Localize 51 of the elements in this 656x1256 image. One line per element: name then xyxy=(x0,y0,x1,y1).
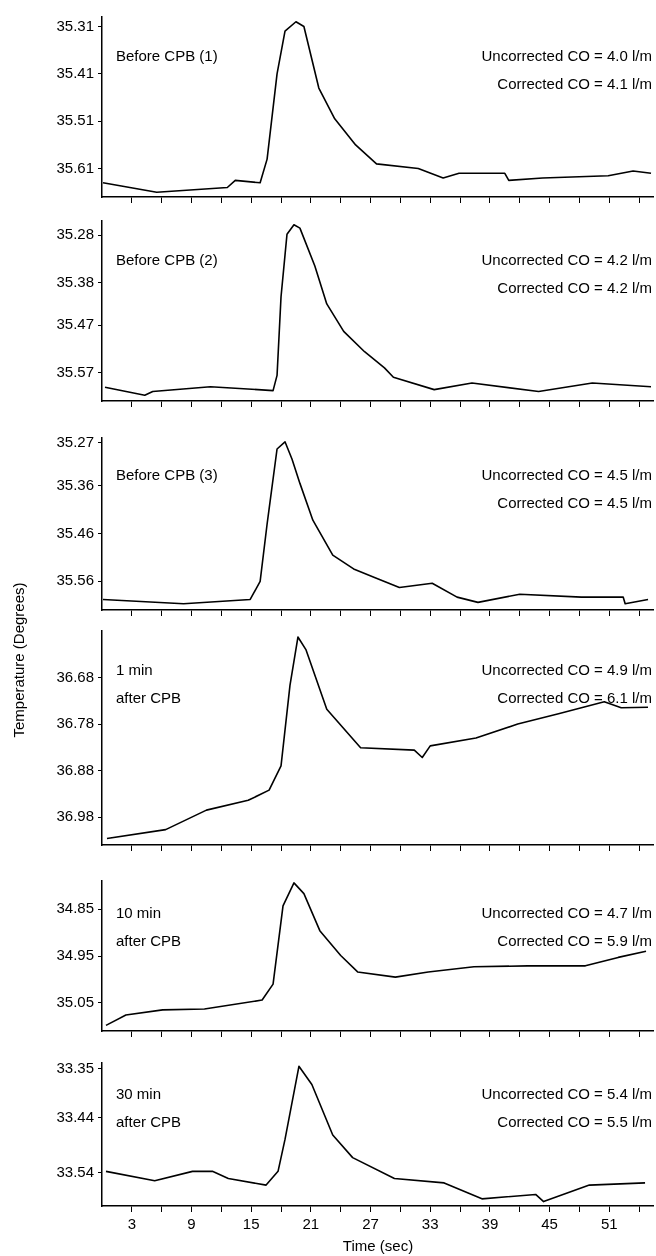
y-tick-label: 35.38 xyxy=(56,272,94,290)
annotation: Uncorrected CO = 5.4 l/m xyxy=(481,1084,652,1102)
x-tick-label: 3 xyxy=(127,1215,137,1233)
annotation: Before CPB (1) xyxy=(116,46,218,64)
x-tick-label: 21 xyxy=(302,1215,320,1233)
y-tick-label: 33.54 xyxy=(56,1163,94,1181)
y-tick-label: 35.57 xyxy=(56,362,94,380)
y-tick-label: 35.27 xyxy=(56,432,94,450)
x-tick-label: 15 xyxy=(242,1215,260,1233)
y-tick-label: 35.05 xyxy=(56,993,94,1011)
x-tick-label: 9 xyxy=(187,1215,196,1233)
y-tick-label: 36.68 xyxy=(56,667,94,685)
annotation: 1 min after CPB xyxy=(116,661,182,707)
annotation: Uncorrected CO = 4.9 l/m xyxy=(481,661,652,679)
y-tick-label: 35.51 xyxy=(56,111,94,129)
annotation: Uncorrected CO = 4.0 l/m xyxy=(481,46,652,64)
y-tick-label: 36.78 xyxy=(56,714,94,732)
x-axis-title: Time (sec) xyxy=(342,1237,414,1255)
annotation: Before CPB (2) xyxy=(116,250,218,268)
y-tick-label: 36.88 xyxy=(56,760,94,778)
y-tick-label: 33.35 xyxy=(56,1058,94,1076)
x-tick-label: 45 xyxy=(541,1215,558,1233)
y-tick-label: 35.41 xyxy=(56,63,94,81)
y-tick-label: 35.46 xyxy=(56,523,94,541)
y-tick-label: 35.36 xyxy=(56,475,94,493)
y-tick-label: 36.98 xyxy=(56,807,94,825)
annotation: Uncorrected CO = 4.2 l/m xyxy=(481,250,652,268)
x-tick-label: 33 xyxy=(421,1215,439,1233)
x-tick-label: 51 xyxy=(600,1215,618,1233)
annotation: Corrected CO = 4.5 l/m xyxy=(497,493,652,511)
annotation: Corrected CO = 4.2 l/m xyxy=(497,278,652,296)
y-axis-title: Temperature (Degrees) xyxy=(9,582,27,738)
y-tick-label: 34.85 xyxy=(56,899,94,917)
annotation: Corrected CO = 6.1 l/m xyxy=(497,689,652,707)
annotation: Corrected CO = 5.9 l/m xyxy=(497,932,652,950)
x-tick-label: 27 xyxy=(362,1215,379,1233)
annotation: Before CPB (3) xyxy=(116,465,218,483)
y-tick-label: 33.44 xyxy=(56,1108,94,1126)
annotation: Uncorrected CO = 4.7 l/m xyxy=(481,904,652,922)
x-tick-label: 39 xyxy=(481,1215,499,1233)
annotation: Corrected CO = 5.5 l/m xyxy=(497,1112,652,1130)
annotation: Uncorrected CO = 4.5 l/m xyxy=(481,465,652,483)
y-tick-label: 35.61 xyxy=(56,158,94,176)
y-tick-label: 35.47 xyxy=(56,315,94,333)
y-tick-label: 35.56 xyxy=(56,571,94,589)
y-tick-label: 34.95 xyxy=(56,946,94,964)
annotation: Corrected CO = 4.1 l/m xyxy=(497,74,652,92)
annotation: 10 min after CPB xyxy=(116,904,182,950)
y-tick-label: 35.31 xyxy=(56,16,94,34)
y-tick-label: 35.28 xyxy=(56,225,94,243)
annotation: 30 min after CPB xyxy=(116,1084,182,1130)
